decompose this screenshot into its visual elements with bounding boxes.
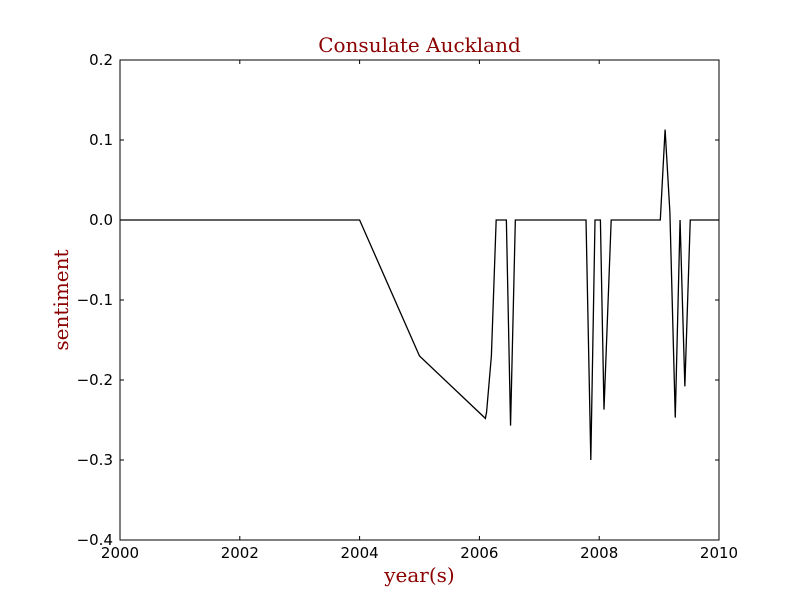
plot-area [120,60,719,540]
x-tick-label: 2010 [700,544,738,562]
series-layer [120,129,719,461]
plot-frame [119,59,720,541]
x-tick-label: 2004 [341,544,379,562]
y-tick-label: −0.1 [77,291,113,309]
x-axis-label: year(s) [383,563,455,587]
y-tick-label: 0.1 [89,131,113,149]
y-tick-label: 0.2 [89,51,113,69]
x-tick-label: 2008 [580,544,618,562]
x-tick-label: 2002 [221,544,259,562]
chart-title: Consulate Auckland [318,33,521,57]
series-line [120,129,719,461]
y-tick-label: −0.3 [77,451,113,469]
x-tick-label: 2000 [101,544,139,562]
y-axis-label: sentiment [49,249,73,350]
y-tick-label: 0.0 [89,211,113,229]
ticks-layer: 2000 2002 2004 2006 2008 2010 −0.4 −0.3 −0.2 −0.1… [77,51,739,562]
y-tick-label: −0.4 [77,531,113,549]
y-tick-label: −0.2 [77,371,113,389]
x-tick-label: 2006 [460,544,498,562]
